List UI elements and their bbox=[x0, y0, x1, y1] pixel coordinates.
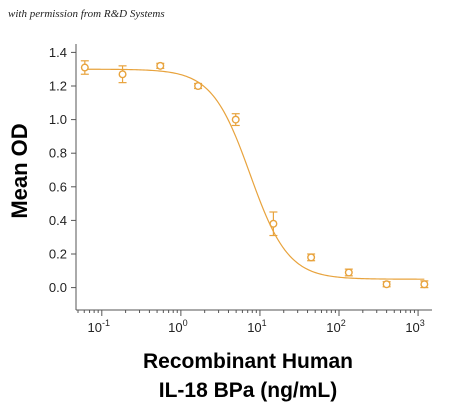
data-point bbox=[231, 113, 240, 127]
y-tick-label: 0.6 bbox=[49, 179, 67, 194]
x-axis-label-line2: IL-18 BPa (ng/mL) bbox=[159, 379, 338, 402]
data-points bbox=[80, 60, 429, 289]
x-tick-label: 10-1 bbox=[88, 318, 110, 335]
point-marker bbox=[118, 70, 127, 79]
data-point bbox=[382, 280, 391, 289]
point-marker bbox=[80, 63, 89, 72]
x-tick-label: 102 bbox=[326, 318, 345, 335]
point-marker bbox=[382, 280, 391, 289]
x-axis-label-line1: Recombinant Human bbox=[143, 350, 353, 373]
y-tick-label: 0.4 bbox=[49, 213, 67, 228]
data-point bbox=[344, 268, 353, 277]
axes bbox=[71, 44, 432, 316]
data-point bbox=[156, 61, 165, 70]
data-point bbox=[307, 253, 316, 262]
point-marker bbox=[344, 268, 353, 277]
y-tick-label: 1.2 bbox=[49, 79, 67, 94]
point-marker bbox=[269, 219, 278, 228]
data-point bbox=[118, 65, 127, 84]
point-marker bbox=[307, 253, 316, 262]
data-point bbox=[269, 211, 278, 237]
y-axis-label: Mean OD bbox=[7, 123, 32, 218]
y-tick-label: 0.8 bbox=[49, 146, 67, 161]
point-marker bbox=[231, 115, 240, 124]
data-point bbox=[420, 280, 429, 289]
x-tick-label: 100 bbox=[168, 318, 187, 335]
x-tick-label: 101 bbox=[247, 318, 266, 335]
y-tick-label: 0.2 bbox=[49, 247, 67, 262]
y-tick-label: 1.4 bbox=[49, 45, 67, 60]
data-point bbox=[80, 60, 89, 75]
tick-labels: 0.0 0.2 0.4 0.6 0.8 1.0 1.2 1.4 10-1 100 101 102 103 bbox=[49, 45, 425, 335]
permission-credit: with permission from R&D Systems bbox=[8, 8, 165, 20]
point-marker bbox=[156, 61, 165, 70]
x-tick-label: 103 bbox=[405, 318, 424, 335]
y-tick-label: 1.0 bbox=[49, 112, 67, 127]
point-marker bbox=[420, 280, 429, 289]
y-tick-label: 0.0 bbox=[49, 280, 67, 295]
fit-curve bbox=[84, 68, 425, 280]
point-marker bbox=[194, 81, 203, 90]
data-point bbox=[194, 81, 203, 90]
